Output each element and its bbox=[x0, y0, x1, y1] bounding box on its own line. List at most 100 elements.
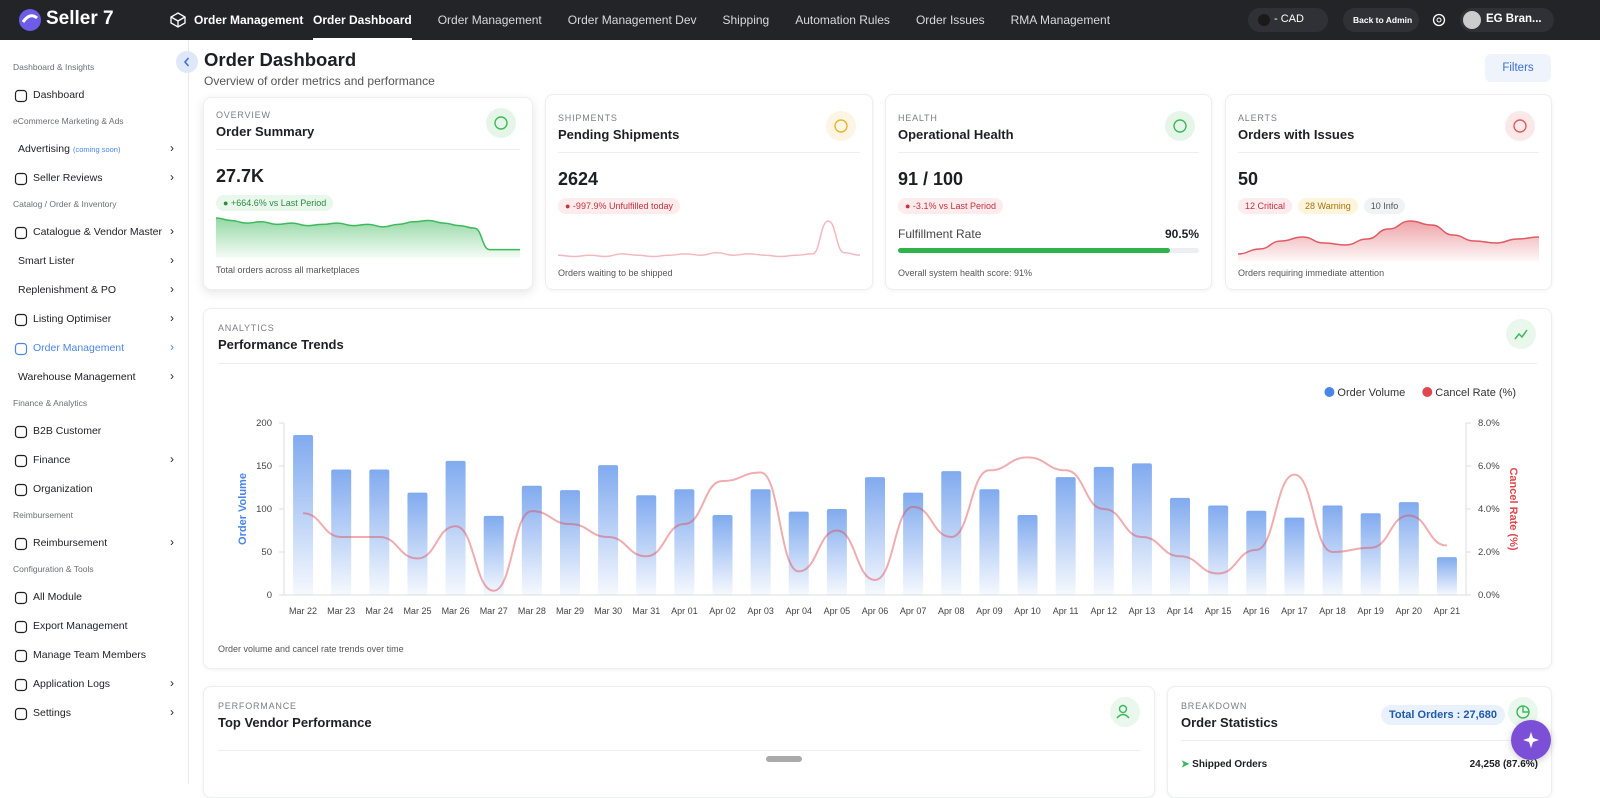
item-icon bbox=[14, 89, 28, 103]
card-icon bbox=[1165, 111, 1195, 141]
x-tick-label: Apr 04 bbox=[785, 606, 812, 616]
nav-item[interactable]: Order Dashboard bbox=[313, 0, 412, 40]
icon-shape bbox=[14, 226, 28, 240]
nav-link[interactable]: Finance bbox=[33, 454, 70, 466]
x-tick-label: Apr 12 bbox=[1091, 606, 1118, 616]
bar bbox=[712, 515, 733, 595]
scroll-handle[interactable] bbox=[766, 756, 802, 762]
item-icon bbox=[14, 483, 28, 497]
x-tick-label: Apr 02 bbox=[709, 606, 736, 616]
nav-link[interactable]: Settings bbox=[33, 707, 71, 719]
chevron: › bbox=[170, 224, 174, 238]
bar bbox=[1360, 513, 1381, 595]
nav-link[interactable]: Listing Optimiser bbox=[33, 313, 111, 325]
nav-link[interactable]: Advertising (coming soon) bbox=[18, 143, 120, 155]
nav-link-label: B2B Customer bbox=[33, 425, 102, 437]
section-label: Dashboard & Insights bbox=[13, 62, 95, 72]
x-tick-label: Apr 08 bbox=[938, 606, 965, 616]
vendor-icon bbox=[1110, 697, 1140, 727]
nav-item[interactable]: RMA Management bbox=[1010, 13, 1111, 27]
nav-item[interactable]: Order Management Dev bbox=[567, 13, 697, 27]
bar bbox=[903, 492, 924, 595]
nav-link[interactable]: B2B Customer bbox=[33, 425, 101, 437]
nav-link[interactable]: Organization bbox=[33, 483, 93, 495]
nav-link[interactable]: Catalogue & Vendor Master bbox=[33, 226, 162, 238]
nav-item[interactable]: Order Issues bbox=[915, 13, 985, 27]
bar bbox=[1055, 477, 1076, 595]
icon-shape bbox=[834, 119, 848, 133]
module-name[interactable]: Order Management bbox=[194, 13, 304, 27]
section-label: Reimbursement bbox=[13, 510, 73, 520]
x-tick-label: Apr 01 bbox=[671, 606, 698, 616]
user-menu[interactable]: EG Bran... bbox=[1460, 8, 1554, 32]
sparkline-area bbox=[1238, 221, 1539, 261]
y2-tick-label: 2.0% bbox=[1478, 547, 1500, 558]
nav-link[interactable]: Warehouse Management bbox=[18, 371, 136, 383]
filters-button[interactable]: Filters bbox=[1485, 54, 1551, 82]
x-tick-label: Mar 25 bbox=[403, 606, 431, 616]
card-value: 27.7K bbox=[216, 166, 265, 186]
nav-link[interactable]: Export Management bbox=[33, 620, 128, 632]
y-axis-label: Order Volume bbox=[237, 473, 249, 545]
badge: 10 Info bbox=[1363, 198, 1406, 214]
legend-swatch bbox=[1324, 387, 1335, 397]
nav-link[interactable]: Dashboard bbox=[33, 89, 84, 101]
bar bbox=[369, 469, 390, 595]
x-tick-label: Apr 09 bbox=[976, 606, 1003, 616]
x-tick-label: Apr 15 bbox=[1205, 606, 1232, 616]
badges: ● -997.9% Unfulfilled today bbox=[558, 196, 686, 214]
nav-link[interactable]: All Module bbox=[33, 591, 82, 603]
legend-label: Order Volume bbox=[1337, 387, 1405, 399]
bar bbox=[941, 471, 962, 595]
nav-link[interactable]: Order Management bbox=[33, 342, 124, 354]
logo bbox=[19, 9, 41, 31]
nav-link[interactable]: Smart Lister bbox=[18, 255, 75, 267]
item-icon bbox=[14, 342, 28, 356]
icon-shape bbox=[14, 313, 28, 327]
card-value: 2624 bbox=[558, 169, 599, 189]
kpi-card: SHIPMENTS Pending Shipments 2624 ● -997.9% … bbox=[545, 94, 873, 290]
icon-glyph bbox=[834, 119, 848, 133]
back-label: Back to Admin bbox=[1353, 15, 1413, 25]
badges: 12 Critical 28 Warning 10 Info bbox=[1238, 196, 1411, 214]
nav-link-label: Organization bbox=[33, 483, 93, 495]
nav-item[interactable]: Shipping bbox=[722, 13, 770, 27]
nav-link[interactable]: Replenishment & PO bbox=[18, 284, 116, 296]
bar bbox=[826, 509, 847, 595]
legend-swatch bbox=[1422, 387, 1433, 397]
bar bbox=[598, 465, 619, 595]
icon-shape bbox=[14, 425, 28, 439]
collapse-button[interactable] bbox=[175, 50, 199, 74]
currency: - CAD bbox=[1274, 13, 1304, 25]
nav-link[interactable]: Application Logs bbox=[33, 678, 110, 690]
icon-shape bbox=[14, 537, 28, 551]
nav-link-label: Settings bbox=[33, 707, 71, 719]
chevron: › bbox=[170, 676, 174, 690]
card-value: 91 / 100 bbox=[898, 169, 964, 189]
x-tick-label: Apr 16 bbox=[1243, 606, 1270, 616]
nav-link[interactable]: Reimbursement bbox=[33, 537, 107, 549]
nav-link[interactable]: Seller Reviews bbox=[33, 172, 102, 184]
x-tick-label: Apr 07 bbox=[900, 606, 927, 616]
y2-axis-label: Cancel Rate (%) bbox=[1507, 467, 1519, 550]
nav-item[interactable]: Automation Rules bbox=[795, 13, 890, 27]
icon-shape bbox=[14, 620, 28, 634]
bar bbox=[636, 495, 657, 595]
nav-link[interactable]: Manage Team Members bbox=[33, 649, 146, 661]
chart-eyebrow: ANALYTICS bbox=[218, 323, 275, 333]
bar bbox=[1017, 515, 1038, 595]
chart-icon bbox=[1506, 319, 1536, 349]
item-icon bbox=[14, 454, 28, 468]
y-tick-label: 100 bbox=[256, 504, 272, 515]
sparkline-line bbox=[216, 217, 520, 251]
icon-shape bbox=[14, 342, 28, 356]
brand: Seller 7 bbox=[46, 8, 114, 29]
currency-select[interactable]: - CAD bbox=[1248, 8, 1328, 32]
nav-item[interactable]: Order Management bbox=[437, 13, 542, 27]
y2-tick-label: 8.0% bbox=[1478, 418, 1500, 429]
assistant-button[interactable] bbox=[1511, 720, 1551, 760]
item-icon bbox=[14, 620, 28, 634]
vendor-eyebrow: PERFORMANCE bbox=[218, 701, 297, 711]
settings-icon[interactable] bbox=[1431, 12, 1447, 28]
back-button[interactable]: Back to Admin bbox=[1343, 8, 1419, 32]
